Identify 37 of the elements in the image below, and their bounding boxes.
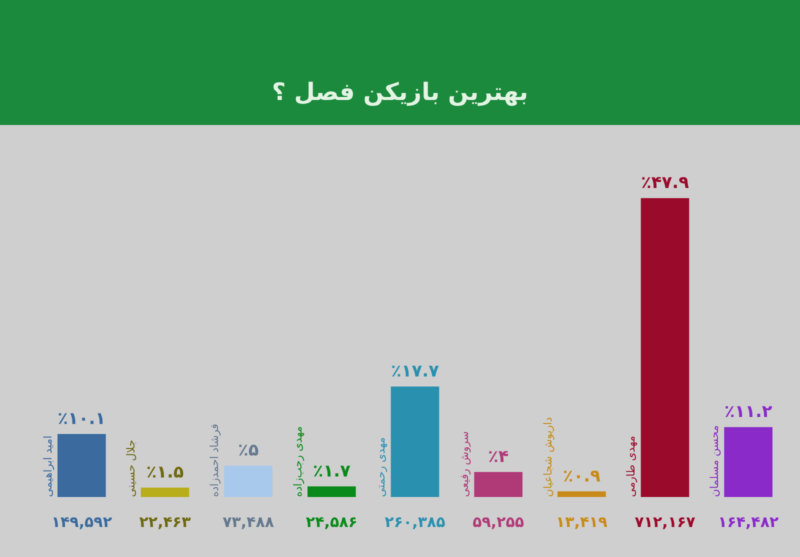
bar	[308, 486, 356, 497]
text: ۵۹,۲۵۵	[472, 512, 524, 531]
data-label: ٪۵	[238, 440, 259, 461]
x-tick-label: محسن مسلمان	[708, 425, 722, 497]
data-label: ٪۱۰.۱	[58, 408, 106, 429]
data-label: ٪۱۱.۲	[724, 402, 773, 422]
text: ۱۳,۴۱۹	[556, 512, 608, 531]
data-label: ٪۴۷.۹	[641, 173, 690, 194]
bar	[140, 488, 190, 497]
text: ۱۴۹,۵۹۲	[51, 512, 112, 531]
text: ۱۶۴,۴۸۲	[718, 512, 779, 531]
data-label: ٪۴	[488, 446, 509, 467]
data-label: ٪۱.۵	[146, 462, 184, 483]
x-tick-label: فرشاد احمدزاده	[208, 424, 222, 497]
x-tick-label: مهدی رجب‌زاده	[291, 426, 304, 497]
text: ۲۶۰,۳۸۵	[384, 512, 446, 531]
x-tick-label: سروش رفیعی	[458, 431, 472, 497]
bar	[724, 427, 772, 497]
text: ۲۴,۵۸۶	[306, 512, 358, 531]
text: ۷۳,۴۸۸	[222, 512, 274, 531]
x-tick-label: مهدی طارمی	[624, 436, 638, 497]
text: ۷۱۲,۱۶۷	[634, 512, 696, 531]
data-label: ٪۰.۹	[562, 466, 602, 486]
bar	[558, 491, 606, 497]
bar	[474, 472, 522, 497]
text: ۲۲,۴۶۳	[139, 512, 191, 531]
data-label: ٪۱.۷	[312, 461, 352, 482]
bar	[640, 198, 690, 497]
data-label: ٪۱۷.۷	[391, 361, 440, 382]
x-tick-label: جلال حسینی	[124, 440, 138, 497]
bar	[224, 466, 272, 497]
chart-title: بهترین بازیکن فصل ؟	[270, 78, 530, 106]
bar	[390, 386, 440, 497]
x-tick-label: امید ابراهیمی	[41, 436, 54, 497]
x-tick-label: مهدی رحمتی	[374, 437, 388, 497]
bar	[58, 434, 106, 497]
x-tick-label: داریوش شجاعیان	[541, 416, 554, 497]
